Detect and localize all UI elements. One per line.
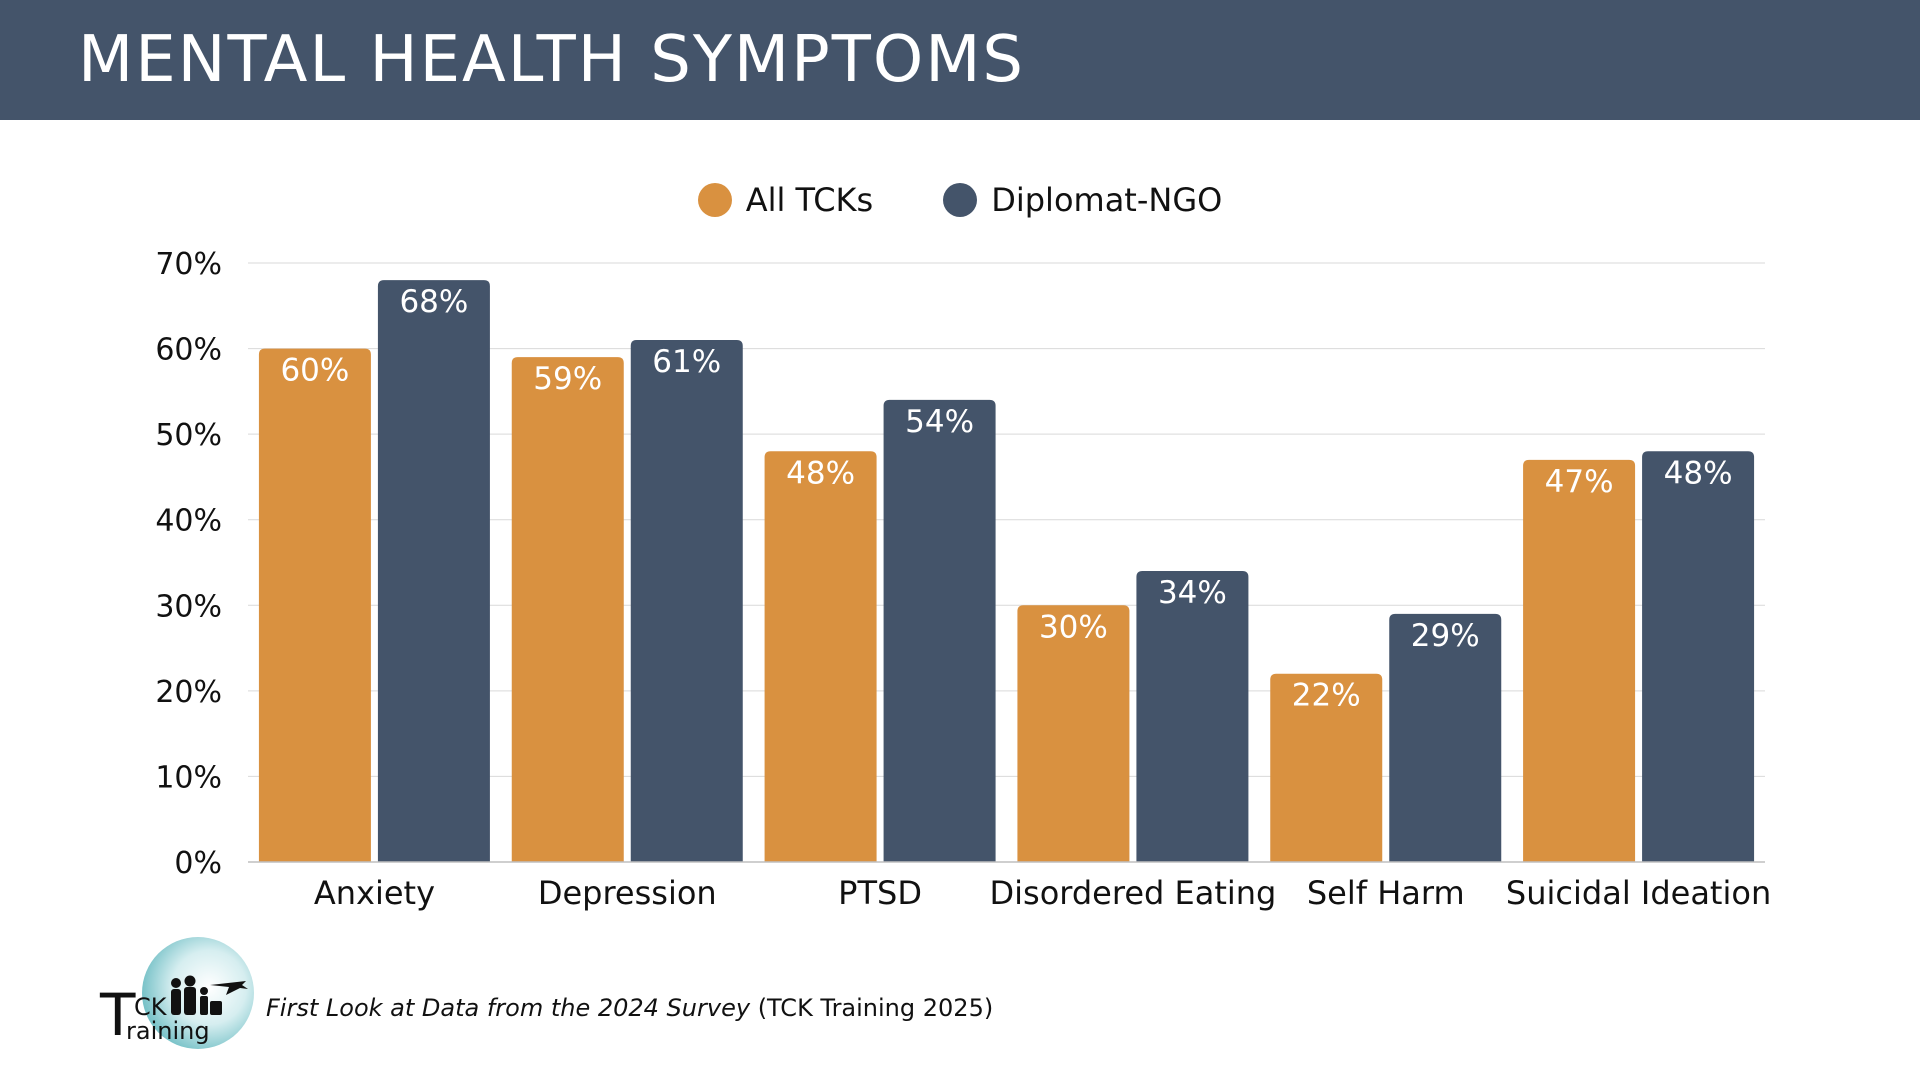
logo-text-ck: CK [134,993,168,1021]
legend-swatch-all-tcks [697,183,732,217]
y-tick-label: 30% [155,589,222,624]
header-bar: MENTAL HEALTH SYMPTOMS [0,0,1920,120]
x-category-label: Self Harm [1307,874,1465,912]
y-tick-label: 20% [155,675,222,710]
tck-training-logo: T CK raining [99,937,254,1049]
x-category-label: Disordered Eating [989,874,1276,912]
bar-data-label: 22% [1292,678,1361,714]
x-category-label: Suicidal Ideation [1506,874,1771,912]
logo-text-raining: raining [126,1017,210,1045]
y-tick-label: 10% [155,760,222,795]
bar-data-label: 59% [533,361,602,397]
bar-diplomat-ngo [377,280,490,863]
citation-title: First Look at Data from the 2024 Survey [266,994,751,1022]
x-category-label: Depression [538,874,717,912]
bar-diplomat-ngo [1136,571,1249,862]
legend-item-all-tcks: All TCKs [697,181,874,219]
bar-data-label: 34% [1158,575,1227,611]
y-tick-label: 60% [155,333,222,368]
bar-diplomat-ngo [883,399,996,862]
chart-legend: All TCKs Diplomat-NGO [0,176,1920,224]
y-tick-label: 50% [155,418,222,453]
legend-item-diplomat-ngo: Diplomat-NGO [943,181,1222,219]
citation-source: (TCK Training 2025) [757,994,994,1022]
legend-label-diplomat-ngo: Diplomat-NGO [991,181,1223,219]
bar-all-tcks [1017,605,1130,862]
family-silhouette-icon [171,975,222,1015]
logo-letter-t: T [99,981,136,1049]
x-category-label: Anxiety [314,874,435,912]
bar-all-tcks [258,348,371,863]
bar-data-label: 68% [399,284,468,320]
bar-all-tcks [764,451,877,862]
bar-all-tcks [511,357,624,862]
logo-circle [142,937,254,1049]
page-title: MENTAL HEALTH SYMPTOMS [78,23,1026,97]
y-tick-label: 40% [155,504,222,539]
y-tick-label: 0% [174,846,222,881]
bar-data-label: 54% [905,404,974,440]
bar-all-tcks [1270,673,1383,862]
bar-data-label: 47% [1545,464,1614,500]
bar-all-tcks [1523,459,1636,862]
bar-data-label: 61% [652,344,721,380]
bar-data-label: 29% [1411,618,1480,654]
bar-diplomat-ngo [630,340,743,862]
y-tick-label: 70% [155,247,222,282]
bar-data-label: 48% [1664,455,1733,491]
bar-data-label: 60% [280,353,349,389]
bar-data-label: 48% [786,455,855,491]
bar-diplomat-ngo [1389,613,1502,862]
x-category-label: PTSD [838,874,922,912]
legend-swatch-diplomat-ngo [943,183,978,217]
bar-data-label: 30% [1039,609,1108,645]
source-citation: First Look at Data from the 2024 Survey … [266,994,993,1022]
airplane-icon [210,981,248,995]
legend-label-all-tcks: All TCKs [745,181,874,219]
bar-diplomat-ngo [1642,451,1755,862]
